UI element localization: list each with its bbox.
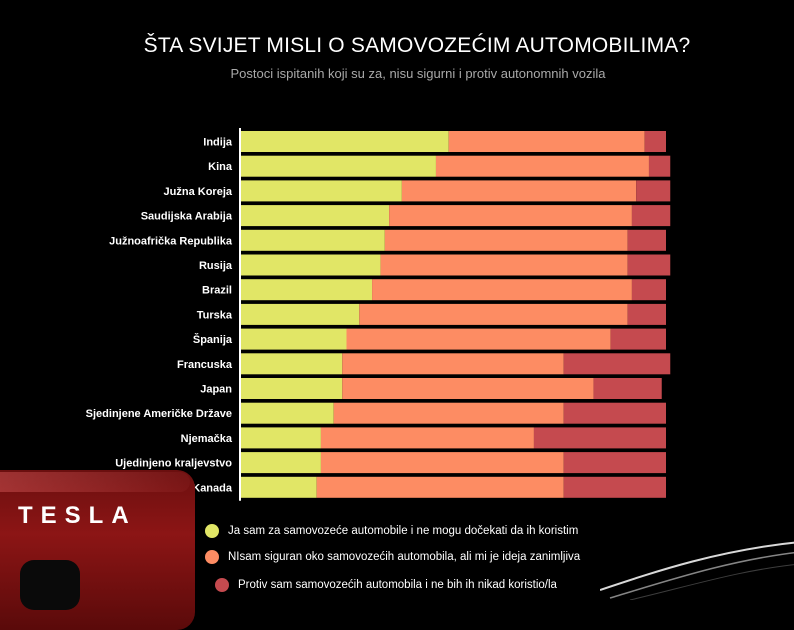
category-label: Južna Koreja xyxy=(164,186,233,198)
category-label: Saudijska Arabija xyxy=(141,211,233,223)
bar-segment-unsure xyxy=(316,476,564,498)
legend-item-no: Protiv sam samovozećih automobila i ne b… xyxy=(215,578,557,592)
legend-item-yes: Ja sam za samovozeće automobile i ne mog… xyxy=(205,524,578,538)
legend-swatch-yes xyxy=(205,524,219,538)
bar-segment-yes xyxy=(240,378,343,399)
bar-segment-unsure xyxy=(342,378,594,399)
category-label: Kina xyxy=(208,161,233,173)
legend-label-no: Protiv sam samovozećih automobila i ne b… xyxy=(238,579,557,591)
category-label: Njemačka xyxy=(181,433,233,445)
bar-segment-no xyxy=(627,254,671,276)
bar-segment-no xyxy=(610,328,666,350)
bar-segment-yes xyxy=(240,131,449,152)
chart-subtitle: Postoci ispitanih koji su za, nisu sigur… xyxy=(230,66,606,81)
bar-segment-yes xyxy=(240,452,321,474)
chart-title: ŠTA SVIJET MISLI O SAMOVOZEĆIM AUTOMOBIL… xyxy=(143,34,691,57)
bar-segment-yes xyxy=(240,155,436,177)
bar-segment-no xyxy=(533,427,666,449)
bar-segment-unsure xyxy=(333,402,564,424)
bar-segment-yes xyxy=(240,476,317,498)
bar-segment-yes xyxy=(240,205,390,227)
bar-segment-yes xyxy=(240,402,334,424)
bar-segment-unsure xyxy=(320,452,564,474)
category-label: Kanada xyxy=(192,482,233,494)
bar-segment-unsure xyxy=(359,303,628,325)
legend-item-unsure: NIsam siguran oko samovozećih automobila… xyxy=(205,550,580,564)
bar-segment-unsure xyxy=(384,229,628,251)
legend-label-yes: Ja sam za samovozeće automobile i ne mog… xyxy=(228,525,579,537)
tesla-logo: TESLA xyxy=(18,502,137,529)
road-light-trail xyxy=(600,541,794,600)
bar-segment-yes xyxy=(240,279,373,301)
bar-segment-yes xyxy=(240,303,360,325)
bar-segment-no xyxy=(563,353,671,375)
bar-segment-no xyxy=(631,279,666,301)
bar-segment-unsure xyxy=(372,279,632,301)
legend-swatch-no xyxy=(215,578,229,592)
car-window xyxy=(20,560,80,610)
category-label: Turska xyxy=(197,309,233,321)
category-label: Japan xyxy=(200,384,232,396)
bar-segment-unsure xyxy=(320,427,534,449)
bar-segment-yes xyxy=(240,427,321,449)
category-label: Južnoafrička Republika xyxy=(109,235,233,247)
car-highlight xyxy=(0,472,190,492)
stacked-bar-chart: Indija Kina Južna Koreja Saudijska Arabija J… xyxy=(86,128,671,501)
bar-segment-yes xyxy=(240,328,347,350)
category-label: Sjedinjene Američke Države xyxy=(86,408,232,420)
category-label: Francuska xyxy=(177,359,233,371)
bar-segment-no xyxy=(631,205,671,227)
bar-segment-no xyxy=(563,476,666,498)
bar-segment-no xyxy=(627,303,666,325)
category-label: Indija xyxy=(203,137,233,149)
bar-segment-no xyxy=(563,402,666,424)
bar-segment-unsure xyxy=(380,254,628,276)
bar-segment-no xyxy=(644,131,666,152)
bar-segment-yes xyxy=(240,254,381,276)
bar-segment-no xyxy=(627,229,666,251)
bar-segment-yes xyxy=(240,180,402,202)
bar-segment-no xyxy=(636,180,671,202)
bar-segment-yes xyxy=(240,353,343,375)
bar-segment-unsure xyxy=(401,180,637,202)
category-label: Brazil xyxy=(202,285,232,297)
bar-segment-no xyxy=(648,155,671,177)
bar-segment-no xyxy=(563,452,666,474)
bar-segment-unsure xyxy=(448,131,645,152)
bar-segment-no xyxy=(593,378,662,399)
bar-segment-unsure xyxy=(389,205,632,227)
bar-segment-yes xyxy=(240,229,385,251)
bar-segment-unsure xyxy=(346,328,611,350)
legend-swatch-unsure xyxy=(205,550,219,564)
bar-segment-unsure xyxy=(435,155,649,177)
category-label: Rusija xyxy=(199,260,233,272)
bar-segment-unsure xyxy=(342,353,564,375)
legend-label-unsure: NIsam siguran oko samovozećih automobila… xyxy=(228,551,581,563)
category-label: Ujedinjeno kraljevstvo xyxy=(115,458,232,470)
category-label: Španija xyxy=(193,333,233,346)
